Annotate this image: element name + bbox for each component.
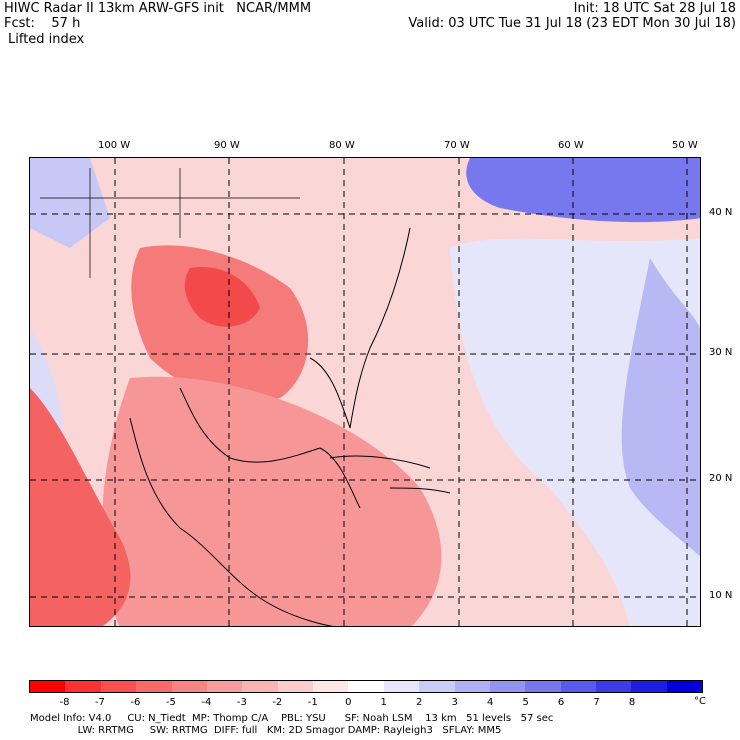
colorbar-swatch bbox=[560, 681, 596, 692]
init-time: Init: 18 UTC Sat 28 Jul 18 bbox=[573, 1, 736, 16]
colorbar-swatch bbox=[454, 681, 490, 692]
state-borders bbox=[40, 168, 300, 278]
model-title: HIWC Radar II 13km ARW-GFS init NCAR/MMM bbox=[4, 1, 312, 16]
lat-label-40n: 40 N bbox=[709, 207, 733, 218]
colorbar-swatch bbox=[596, 681, 632, 692]
colorbar-swatch bbox=[136, 681, 172, 692]
field-name: Lifted index bbox=[8, 32, 85, 47]
colorbar-tick-label: -4 bbox=[201, 697, 212, 708]
colorbar-swatch bbox=[206, 681, 243, 692]
colorbar-tick-label: -5 bbox=[165, 697, 176, 708]
lon-label-70w: 70 W bbox=[444, 140, 470, 151]
colorbar-swatch bbox=[100, 681, 137, 692]
colorbar-swatch bbox=[30, 681, 66, 692]
map-canvas bbox=[30, 158, 700, 626]
colorbar-swatch bbox=[666, 681, 703, 692]
lon-label-90w: 90 W bbox=[214, 140, 240, 151]
colorbar-tick-label: 2 bbox=[416, 697, 423, 708]
field-stable-north bbox=[466, 158, 700, 223]
colorbar-swatch bbox=[277, 681, 313, 692]
colorbar-swatch bbox=[419, 681, 455, 692]
lat-label-20n: 20 N bbox=[709, 473, 733, 484]
colorbar-tick-label: 8 bbox=[628, 697, 636, 708]
colorbar-tick-label: -1 bbox=[307, 697, 318, 708]
coastline-east-us bbox=[309, 227, 411, 429]
lon-label-80w: 80 W bbox=[329, 140, 355, 151]
colorbar-tick-label: 6 bbox=[557, 697, 565, 708]
field-unstable-core bbox=[184, 267, 260, 327]
colorbar-swatch bbox=[313, 681, 349, 692]
field-stable-core bbox=[621, 258, 700, 557]
colorbar-tick-label: 4 bbox=[486, 697, 494, 708]
colorbar-tick-label: 3 bbox=[451, 697, 458, 708]
model-info-line1: Model Info: V4.0 CU: N_Tiedt MP: Thomp C… bbox=[30, 713, 554, 724]
valid-time: Valid: 03 UTC Tue 31 Jul 18 (23 EDT Mon … bbox=[408, 16, 736, 31]
coastline-mexico bbox=[129, 417, 335, 626]
field-unstable-mexico-pacific bbox=[30, 388, 131, 626]
lon-label-60w: 60 W bbox=[558, 140, 584, 151]
colorbar-tick-label: 7 bbox=[593, 697, 600, 708]
lat-label-10n: 10 N bbox=[709, 590, 733, 601]
colorbar-tick-label: 0 bbox=[345, 697, 352, 708]
lat-label-30n: 30 N bbox=[709, 347, 733, 358]
coastline-gulf bbox=[179, 387, 361, 509]
colorbar-tick-label: -7 bbox=[94, 697, 105, 708]
colorbar-swatch bbox=[525, 681, 561, 692]
coastline-hispaniola bbox=[389, 487, 451, 494]
colorbar-tick-label: 5 bbox=[522, 697, 529, 708]
colorbar-tick-label: -3 bbox=[236, 697, 247, 708]
model-info-line2: LW: RRTMG SW: RRTMG DIFF: full KM: 2D Sm… bbox=[30, 725, 502, 736]
colorbar bbox=[29, 680, 703, 693]
colorbar-swatch bbox=[489, 681, 526, 692]
colorbar-swatch bbox=[171, 681, 207, 692]
lat-lon-grid bbox=[30, 158, 700, 626]
colorbar-swatch bbox=[65, 681, 101, 692]
forecast-hour: Fcst: 57 h bbox=[4, 16, 81, 31]
colorbar-swatch bbox=[242, 681, 278, 692]
field-unstable-gulf-caribbean bbox=[101, 376, 442, 626]
lifted-index-map bbox=[29, 157, 701, 627]
colorbar-swatch bbox=[631, 681, 667, 692]
colorbar-tick-label: -2 bbox=[272, 697, 283, 708]
colorbar-swatch bbox=[383, 681, 420, 692]
coastline-cuba bbox=[329, 455, 431, 469]
colorbar-tick-label: -8 bbox=[59, 697, 70, 708]
colorbar-tick-label: -6 bbox=[130, 697, 141, 708]
lon-label-100w: 100 W bbox=[98, 140, 131, 151]
colorbar-swatch bbox=[348, 681, 384, 692]
lon-label-50w: 50 W bbox=[672, 140, 698, 151]
colorbar-unit: °C bbox=[694, 696, 706, 707]
colorbar-tick-label: 1 bbox=[380, 697, 387, 708]
